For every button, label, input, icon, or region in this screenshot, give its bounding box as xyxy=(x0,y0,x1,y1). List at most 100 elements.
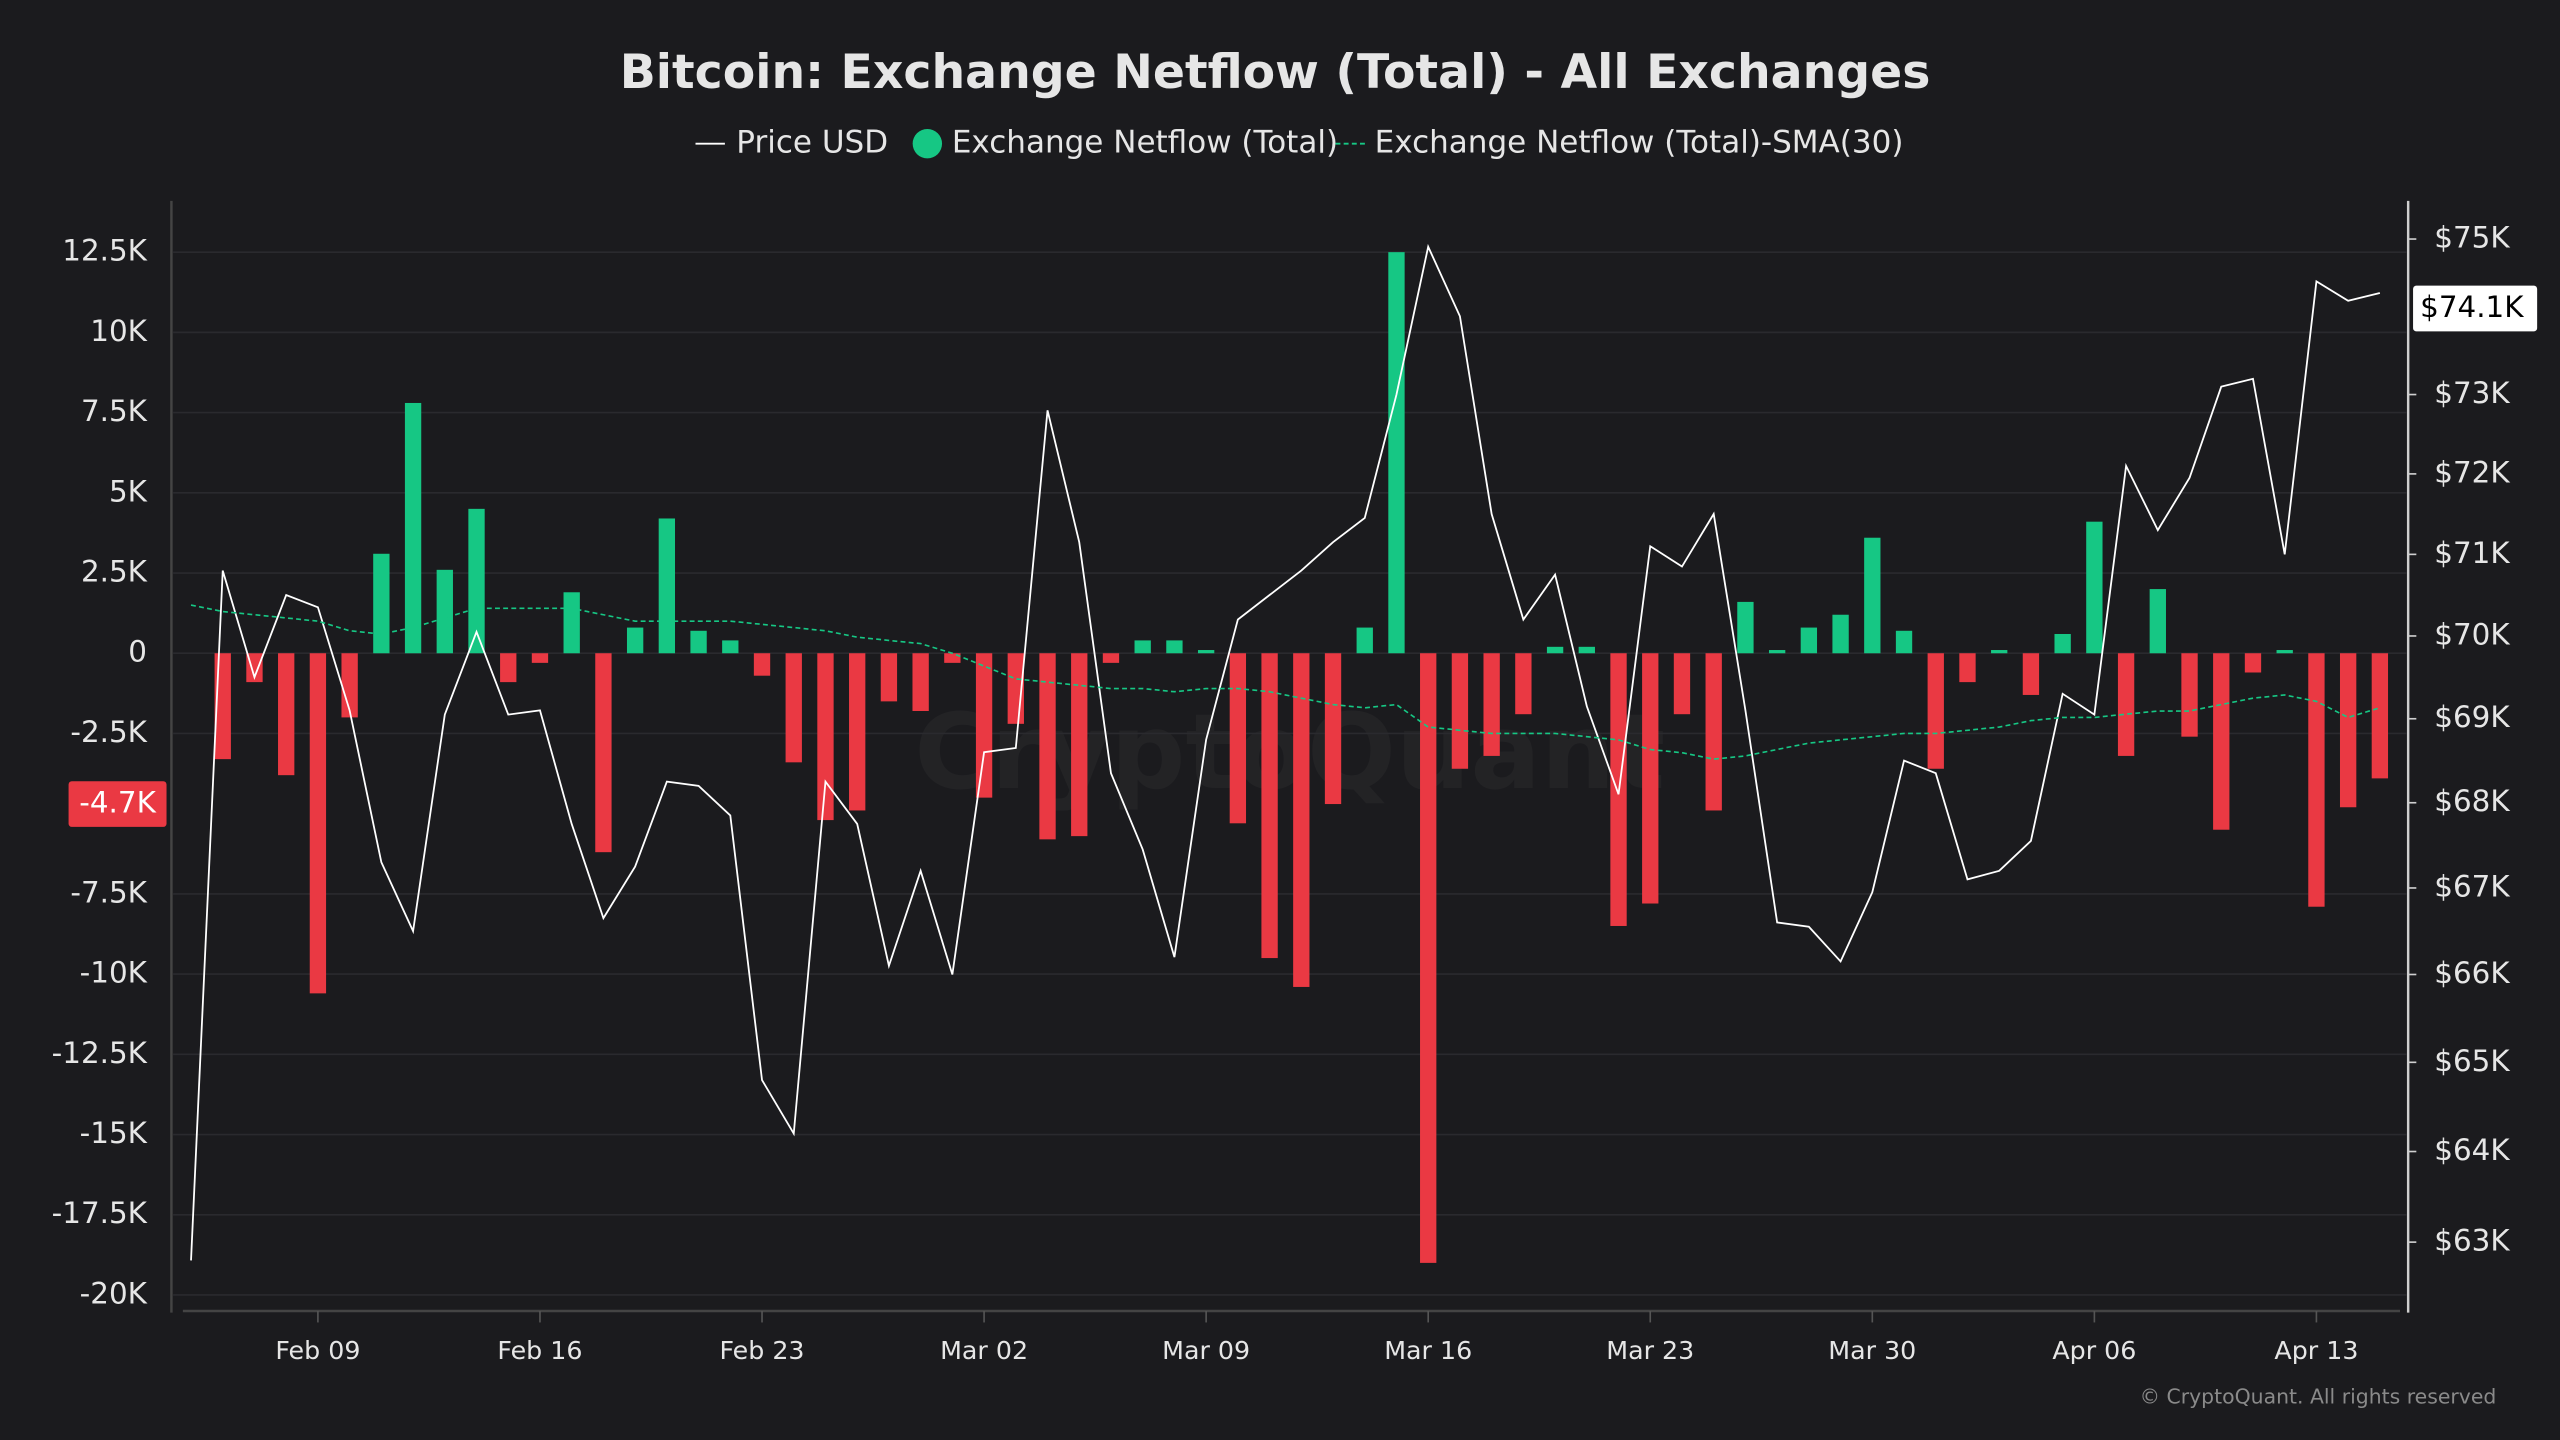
y2-tick-label: $72K xyxy=(2434,455,2510,489)
bar xyxy=(2276,650,2293,654)
bar xyxy=(1895,630,1913,654)
bar xyxy=(1673,653,1691,715)
chart-title: Bitcoin: Exchange Netflow (Total) - All … xyxy=(620,45,1931,100)
bar xyxy=(500,653,517,683)
bar xyxy=(2149,589,2166,654)
y-tick-label: 12.5K xyxy=(62,234,147,268)
bar xyxy=(278,653,295,776)
bar xyxy=(1927,653,1944,769)
bar xyxy=(595,653,612,853)
y2-tick-label: $66K xyxy=(2434,956,2510,990)
bar xyxy=(1293,653,1310,987)
y-tick-label: 2.5K xyxy=(81,555,148,589)
x-tick-label: Mar 23 xyxy=(1606,1336,1694,1365)
bar xyxy=(1356,627,1373,654)
bar xyxy=(2181,653,2198,737)
bar xyxy=(1832,614,1849,654)
bar xyxy=(1229,653,1247,824)
bar xyxy=(2213,653,2230,830)
bar xyxy=(1737,601,1754,654)
y2-tick-label: $69K xyxy=(2434,700,2510,734)
bar xyxy=(753,653,771,676)
y2-tick-label: $73K xyxy=(2434,376,2510,410)
legend-label: Price USD xyxy=(736,125,888,161)
y2-tick-label: $75K xyxy=(2434,221,2510,255)
x-tick-label: Mar 09 xyxy=(1162,1336,1250,1365)
bar xyxy=(785,653,802,763)
bar xyxy=(1578,646,1595,654)
y-tick-label: -2.5K xyxy=(70,715,147,749)
y-tick-label: -7.5K xyxy=(70,875,147,909)
y2-tick-label: $65K xyxy=(2434,1044,2510,1078)
y-tick-label: -15K xyxy=(80,1116,148,1150)
bar xyxy=(2371,653,2389,779)
plot-area xyxy=(190,243,2389,1263)
bar xyxy=(2054,633,2071,654)
footer: © CryptoQuant. All rights reserved xyxy=(2140,1385,2497,1409)
bar xyxy=(563,592,580,654)
bar xyxy=(1388,252,1405,654)
bar xyxy=(2339,653,2357,808)
bar xyxy=(722,640,739,654)
bar xyxy=(1483,653,1500,756)
bar xyxy=(531,653,549,663)
y-marker-label: -4.7K xyxy=(79,786,156,820)
y2-marker-box xyxy=(2413,285,2538,332)
bar xyxy=(626,627,644,654)
bar xyxy=(1991,650,2008,654)
sma-line xyxy=(190,604,2381,760)
bar xyxy=(849,653,866,811)
x-tick-label: Feb 16 xyxy=(497,1336,582,1365)
bar xyxy=(341,653,358,718)
bar xyxy=(944,653,961,663)
y-tick-label: -12.5K xyxy=(52,1036,148,1070)
bar xyxy=(1166,640,1183,654)
y-tick-label: -17.5K xyxy=(52,1196,148,1230)
legend-label: Exchange Netflow (Total) xyxy=(952,125,1338,161)
bar xyxy=(2244,653,2262,673)
x-tick-label: Mar 02 xyxy=(940,1336,1028,1365)
watermark: CryptoQuant xyxy=(914,691,1665,813)
bar xyxy=(404,402,422,654)
bar xyxy=(309,653,327,994)
bar xyxy=(912,653,929,711)
bar xyxy=(1420,653,1437,1263)
y-tick-label: 0 xyxy=(128,635,147,669)
bar xyxy=(1642,653,1659,904)
y2-tick-label: $71K xyxy=(2434,536,2510,570)
y2-tick-label: $68K xyxy=(2434,784,2510,818)
bar xyxy=(1705,653,1722,811)
x-tick-label: Mar 30 xyxy=(1828,1336,1916,1365)
bar xyxy=(1800,627,1818,654)
bar xyxy=(1768,650,1786,654)
bar xyxy=(373,553,390,654)
bar xyxy=(2308,653,2325,907)
bar xyxy=(1515,653,1532,715)
bar xyxy=(1134,640,1151,654)
price-line xyxy=(190,243,2381,1261)
y2-tick-label: $64K xyxy=(2434,1133,2510,1167)
bar xyxy=(1864,537,1881,654)
x-tick-label: Feb 23 xyxy=(720,1336,805,1365)
bar xyxy=(975,653,993,798)
legend-marker xyxy=(912,128,943,159)
bar xyxy=(1039,653,1056,840)
y2-tick-label: $70K xyxy=(2434,617,2510,651)
bar xyxy=(817,653,834,821)
bar xyxy=(1959,653,1976,683)
x-tick-label: Feb 09 xyxy=(275,1336,360,1365)
y2-tick-label: $67K xyxy=(2434,869,2510,903)
bar xyxy=(1451,653,1469,769)
y-tick-label: -20K xyxy=(80,1276,148,1310)
bar xyxy=(2117,653,2135,756)
y2-tick-label: $63K xyxy=(2434,1224,2510,1258)
x-tick-label: Mar 16 xyxy=(1384,1336,1472,1365)
y-marker-box xyxy=(68,781,167,827)
y-tick-label: 5K xyxy=(109,474,148,508)
legend-label: Exchange Netflow (Total)-SMA(30) xyxy=(1375,125,1904,161)
bar xyxy=(468,508,485,654)
bar xyxy=(1071,653,1088,837)
bar xyxy=(1546,646,1564,654)
